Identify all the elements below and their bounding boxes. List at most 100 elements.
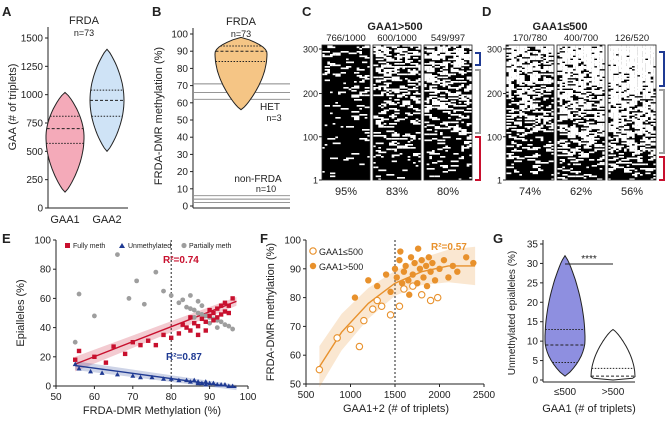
panel-d-cell <box>597 124 603 127</box>
panel-d-cell <box>543 112 546 115</box>
panel-d-cell <box>645 124 651 127</box>
panel-c-cell <box>437 97 446 100</box>
panel-d-cell <box>626 100 630 103</box>
panel-d-cell <box>573 52 576 55</box>
panel-c-cell <box>429 67 435 70</box>
panel-d-cell <box>586 139 595 142</box>
panel-d-cell <box>640 85 643 88</box>
panel-c-cell <box>375 123 381 125</box>
panel-d-cell <box>632 81 638 83</box>
panel-d-cell <box>626 64 632 67</box>
panel-d-cell <box>640 117 648 119</box>
panel-c-cell <box>456 54 464 56</box>
panel-c-heatmap-border <box>372 44 422 181</box>
fully-meth-point <box>138 342 143 348</box>
panel-d-cell <box>557 106 565 109</box>
panel-d-cell <box>524 48 530 50</box>
panel-d-cell <box>637 48 646 50</box>
panel-d-cell <box>522 133 528 136</box>
panel-d-cell <box>559 81 565 83</box>
panel-c-cell <box>445 79 451 82</box>
panel-d-cell <box>508 72 517 74</box>
panel-d-cell <box>530 100 536 103</box>
panel-d-cell <box>506 117 514 119</box>
panel-d-cell <box>653 78 656 80</box>
panel-d-cell <box>648 109 651 112</box>
gt500-point <box>416 265 424 272</box>
panel-d-cell <box>511 69 514 71</box>
panel-c-cell <box>397 48 403 50</box>
panel-c-cell <box>405 117 408 119</box>
panel-d-cell <box>594 132 597 134</box>
panel-c-cell <box>375 142 384 145</box>
panel-c-cell <box>469 97 472 100</box>
panel-d-cell <box>618 52 624 55</box>
panel-d-cell <box>597 73 600 76</box>
panel-c-cell <box>391 114 395 116</box>
panel-c-cell <box>415 81 419 83</box>
panel-c-cell <box>391 154 400 157</box>
panel-c-cell <box>351 111 360 113</box>
panel-d-cell <box>616 145 624 148</box>
panel-d-cell <box>640 139 648 142</box>
panel-d-cell <box>624 105 632 107</box>
panel-c-cell <box>413 54 421 56</box>
panel-d-cell <box>640 81 643 83</box>
panel-d-cell <box>626 84 630 86</box>
panel-d-cell <box>546 124 554 127</box>
panel-c-cell <box>375 150 381 152</box>
panel-d-cell <box>586 144 592 146</box>
panel-d-cell <box>575 147 581 149</box>
panel-d-cell <box>632 120 640 122</box>
partially-meth-point <box>199 303 205 309</box>
panel-d-cell <box>616 96 619 98</box>
panel-d-cell <box>613 79 616 82</box>
panel-d-cell <box>567 109 573 112</box>
panel-d-cell <box>511 126 517 128</box>
panel-d-cell <box>594 145 600 148</box>
panel-d-cell <box>506 49 509 52</box>
panel-d-cell <box>562 70 565 73</box>
panel-c-cell <box>448 136 451 139</box>
fully-meth-point <box>111 344 116 349</box>
panel-d-cell <box>640 114 643 116</box>
panel-c-cell <box>424 109 430 112</box>
panel-c-cell <box>410 120 413 122</box>
gt500-point <box>397 248 404 255</box>
panel-d-cell <box>608 126 616 128</box>
panel-c-cell <box>383 45 387 47</box>
panel-d-cell <box>634 100 638 103</box>
panel-c-cell <box>330 64 333 67</box>
panel-c-cell <box>381 93 384 95</box>
panel-d-cell <box>514 54 520 56</box>
panel-d-cell <box>514 148 517 151</box>
panel-d-cell <box>589 90 597 92</box>
panel-d-cell <box>562 111 571 113</box>
panel-d-cell <box>506 108 512 110</box>
panel-d-cell <box>618 148 622 151</box>
panel-c-cell <box>440 69 443 71</box>
panel-c-cell <box>437 76 443 79</box>
panel-d-cell <box>567 115 573 118</box>
panel-c-cell <box>383 52 389 55</box>
panel-c-cell <box>432 118 440 121</box>
panel-d-cell <box>586 108 592 110</box>
panel-d-cell <box>565 112 571 115</box>
panel-d-cell <box>578 87 587 89</box>
panel-d-cell <box>632 157 640 160</box>
panel-c-cell <box>322 55 330 58</box>
panel-d-cell <box>632 105 635 107</box>
panel-d-cell <box>610 69 619 71</box>
panel-d-cell <box>621 88 627 91</box>
panel-d-cell <box>583 46 592 49</box>
panel-c-cell <box>434 127 443 130</box>
panel-c-cell <box>424 139 432 142</box>
panel-c-cell <box>466 76 475 79</box>
panel-d-cell <box>594 93 603 95</box>
panel-d-cell <box>578 99 584 101</box>
panel-c-cell <box>394 55 403 58</box>
panel-d-cell <box>575 106 584 109</box>
panel-c-cell <box>453 73 456 76</box>
panel-d-cell <box>538 121 541 124</box>
panel-c-cell <box>432 82 440 85</box>
